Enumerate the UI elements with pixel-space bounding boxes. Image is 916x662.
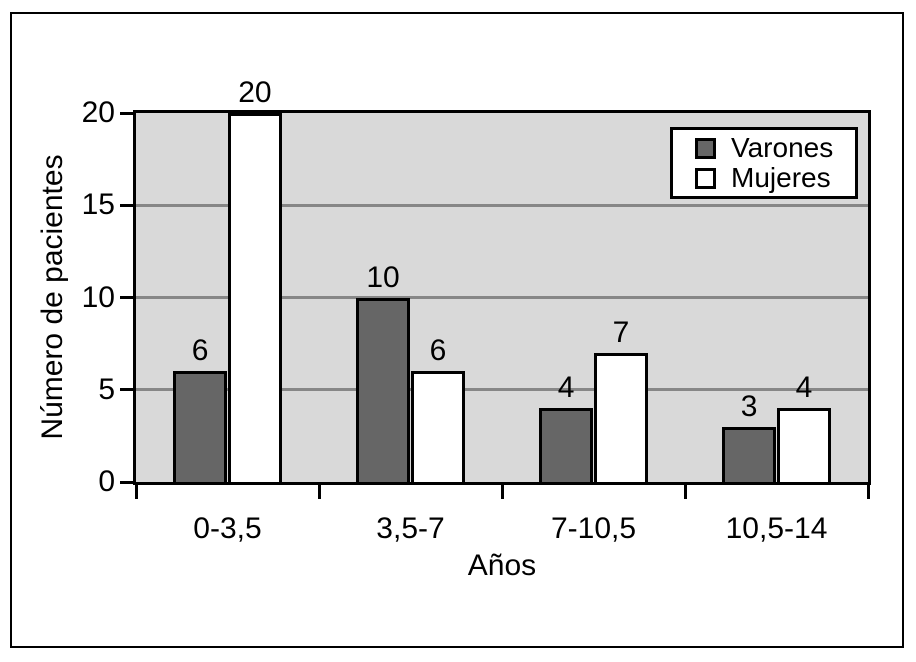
legend-label-mujeres: Mujeres — [731, 162, 831, 193]
x-tick — [134, 485, 138, 499]
bar-varones-2 — [538, 408, 594, 482]
x-tick — [500, 485, 504, 499]
bar-value-label: 6 — [429, 334, 447, 368]
x-tick — [866, 485, 870, 499]
bar-varones-1 — [355, 297, 411, 482]
y-tick — [120, 480, 133, 484]
bar-mujeres-3 — [776, 408, 832, 482]
y-tick-label: 20 — [81, 96, 115, 129]
x-category-label: 7-10,5 — [550, 512, 637, 545]
varones-swatch-icon — [695, 137, 716, 159]
bar-value-label: 4 — [557, 371, 575, 405]
bar-value-label: 7 — [612, 315, 630, 349]
x-category-label: 3,5-7 — [376, 512, 445, 545]
legend: Varones Mujeres — [670, 127, 858, 199]
y-tick-label: 5 — [98, 372, 115, 406]
legend-label-varones: Varones — [731, 132, 834, 163]
legend-item-varones: Varones — [695, 134, 855, 162]
bar-mujeres-1 — [410, 371, 466, 482]
y-tick — [120, 111, 133, 115]
bar-mujeres-0 — [227, 113, 283, 482]
y-tick — [120, 388, 133, 392]
bar-value-label: 20 — [238, 76, 272, 109]
x-axis-title: Años — [467, 549, 537, 582]
bar-value-label: 10 — [366, 260, 400, 294]
gridline — [136, 388, 868, 392]
x-tick — [683, 485, 687, 499]
bar-varones-3 — [721, 426, 777, 482]
bar-value-label: 6 — [191, 334, 209, 368]
mujeres-swatch-icon — [695, 167, 716, 189]
legend-item-mujeres: Mujeres — [695, 164, 855, 192]
y-tick — [120, 296, 133, 299]
bar-mujeres-2 — [593, 352, 649, 482]
bar-varones-0 — [172, 371, 228, 482]
x-tick — [317, 485, 321, 499]
x-category-label: 10,5-14 — [725, 512, 828, 545]
y-tick-label: 0 — [98, 465, 115, 498]
gridline — [136, 203, 868, 207]
bar-value-label: 4 — [795, 371, 813, 405]
figure-frame: Número de pacientes 6 10 4 3 20 6 7 4 0 5 10 15 20 … — [10, 12, 904, 648]
y-tick — [120, 203, 133, 207]
gridline — [136, 296, 868, 299]
x-category-label: 0-3,5 — [193, 512, 262, 545]
y-tick-label: 10 — [81, 280, 115, 314]
bar-value-label: 3 — [740, 389, 758, 423]
y-tick-label: 15 — [81, 188, 115, 222]
